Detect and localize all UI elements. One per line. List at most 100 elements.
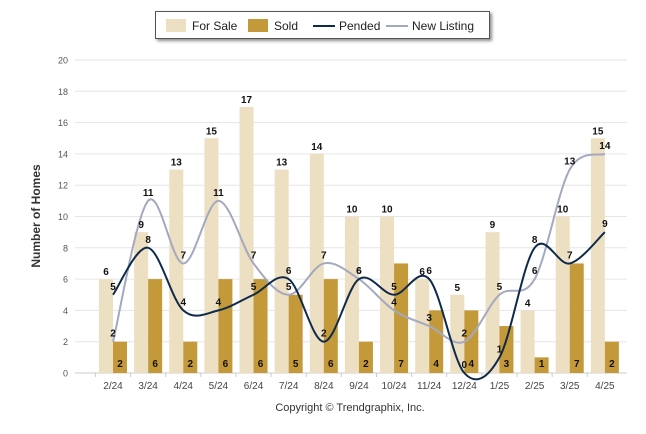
x-tick-label: 10/24 xyxy=(382,381,407,392)
data-label-sold: 4 xyxy=(433,359,439,370)
data-label-sold: 7 xyxy=(574,359,580,370)
y-tick-label: 18 xyxy=(58,87,68,97)
bar-sold xyxy=(288,294,303,373)
data-label-for-sale: 13 xyxy=(276,158,288,169)
line-new-listing xyxy=(112,152,606,344)
data-label-for-sale: 15 xyxy=(592,126,604,137)
legend-new-listing-label: New Listing xyxy=(412,19,474,33)
bar-sold xyxy=(358,341,373,373)
data-label-pended: 0 xyxy=(462,360,468,371)
data-label-sold: 1 xyxy=(539,359,545,370)
data-label-sold: 4 xyxy=(469,359,475,370)
data-label-pended: 7 xyxy=(567,250,573,261)
x-tick-label: 3/24 xyxy=(138,381,158,392)
data-label-pended: 8 xyxy=(532,235,538,246)
data-label-sold: 6 xyxy=(152,359,158,370)
data-label-new-listing: 13 xyxy=(564,157,576,168)
data-label-new-listing: 6 xyxy=(356,266,362,277)
x-tick-label: 9/24 xyxy=(349,381,369,392)
bar-for-sale xyxy=(309,153,324,373)
bar-for-sale xyxy=(590,138,605,373)
data-label-pended: 2 xyxy=(321,329,327,340)
bar-sold xyxy=(113,341,127,373)
bar-for-sale xyxy=(415,279,430,373)
bar-sold xyxy=(253,279,268,373)
data-label-new-listing: 2 xyxy=(462,329,468,340)
y-tick-label: 4 xyxy=(63,306,68,316)
data-label-pended: 5 xyxy=(391,282,397,293)
legend-for-sale-label: For Sale xyxy=(192,19,238,33)
data-label-for-sale: 9 xyxy=(138,220,144,231)
line-pended xyxy=(112,231,606,381)
data-label-sold: 6 xyxy=(258,359,264,370)
y-axis-title: Number of Homes xyxy=(29,164,43,268)
data-label-sold: 6 xyxy=(328,359,334,370)
bar-for-sale xyxy=(380,216,395,373)
data-label-sold: 2 xyxy=(187,359,193,370)
x-tick-label: 6/24 xyxy=(244,381,264,392)
legend-sold-swatch xyxy=(248,19,268,32)
x-tick-label: 1/25 xyxy=(490,381,510,392)
bar-for-sale xyxy=(344,216,359,373)
data-label-for-sale: 6 xyxy=(103,267,109,278)
bar-sold xyxy=(183,341,198,373)
data-label-new-listing: 11 xyxy=(213,188,224,199)
data-label-pended: 4 xyxy=(216,297,222,308)
y-tick-label: 2 xyxy=(63,337,68,347)
bar-sold xyxy=(604,341,619,373)
x-tick-label: 2/25 xyxy=(525,381,545,392)
y-tick-label: 20 xyxy=(58,56,68,66)
x-tick-label: 12/24 xyxy=(452,381,477,392)
bar-sold xyxy=(534,357,549,373)
data-label-for-sale: 17 xyxy=(241,95,253,106)
data-label-pended: 4 xyxy=(180,297,186,308)
data-label-for-sale: 5 xyxy=(455,283,461,294)
data-label-pended: 5 xyxy=(251,282,257,293)
data-label-new-listing: 3 xyxy=(426,313,432,324)
bar-for-sale xyxy=(239,106,254,373)
data-label-sold: 2 xyxy=(363,359,369,370)
data-label-new-listing: 7 xyxy=(251,250,257,261)
bar-for-sale xyxy=(134,232,149,373)
bar-sold xyxy=(429,310,444,373)
y-tick-label: 0 xyxy=(63,369,68,379)
y-tick-label: 16 xyxy=(58,118,68,128)
data-label-new-listing: 5 xyxy=(497,282,503,293)
data-label-new-listing: 7 xyxy=(180,250,186,261)
bar-for-sale xyxy=(99,279,113,373)
data-label-for-sale: 10 xyxy=(382,205,394,216)
data-label-sold: 6 xyxy=(223,359,229,370)
data-label-new-listing: 5 xyxy=(286,282,292,293)
legend-box xyxy=(155,11,490,39)
x-tick-label: 11/24 xyxy=(417,381,442,392)
bar-for-sale xyxy=(520,310,535,373)
data-label-pended: 8 xyxy=(145,235,151,246)
data-label-pended: 1 xyxy=(497,344,503,355)
data-label-sold: 2 xyxy=(609,359,615,370)
data-label-new-listing: 14 xyxy=(599,141,611,152)
bar-for-sale xyxy=(274,169,289,373)
data-label-for-sale: 10 xyxy=(557,205,569,216)
legend-for-sale-swatch xyxy=(166,19,186,32)
y-tick-label: 12 xyxy=(58,181,68,191)
y-tick-label: 14 xyxy=(58,149,68,159)
data-label-new-listing: 2 xyxy=(110,329,116,340)
bar-for-sale xyxy=(169,169,184,373)
bar-sold xyxy=(569,263,584,373)
data-label-new-listing: 11 xyxy=(143,188,154,199)
bar-sold xyxy=(394,263,409,373)
data-label-for-sale: 9 xyxy=(490,220,496,231)
x-tick-label: 2/24 xyxy=(103,381,123,392)
data-label-sold: 5 xyxy=(293,359,299,370)
data-label-sold: 3 xyxy=(504,359,510,370)
data-label-for-sale: 10 xyxy=(346,205,358,216)
data-label-pended: 9 xyxy=(602,219,608,230)
legend-pended-label: Pended xyxy=(339,19,380,33)
y-tick-label: 10 xyxy=(58,212,68,222)
y-tick-label: 6 xyxy=(63,275,68,285)
data-label-new-listing: 6 xyxy=(532,266,538,277)
x-tick-label: 5/24 xyxy=(209,381,229,392)
bar-sold xyxy=(464,310,479,373)
data-label-pended: 6 xyxy=(286,266,292,277)
